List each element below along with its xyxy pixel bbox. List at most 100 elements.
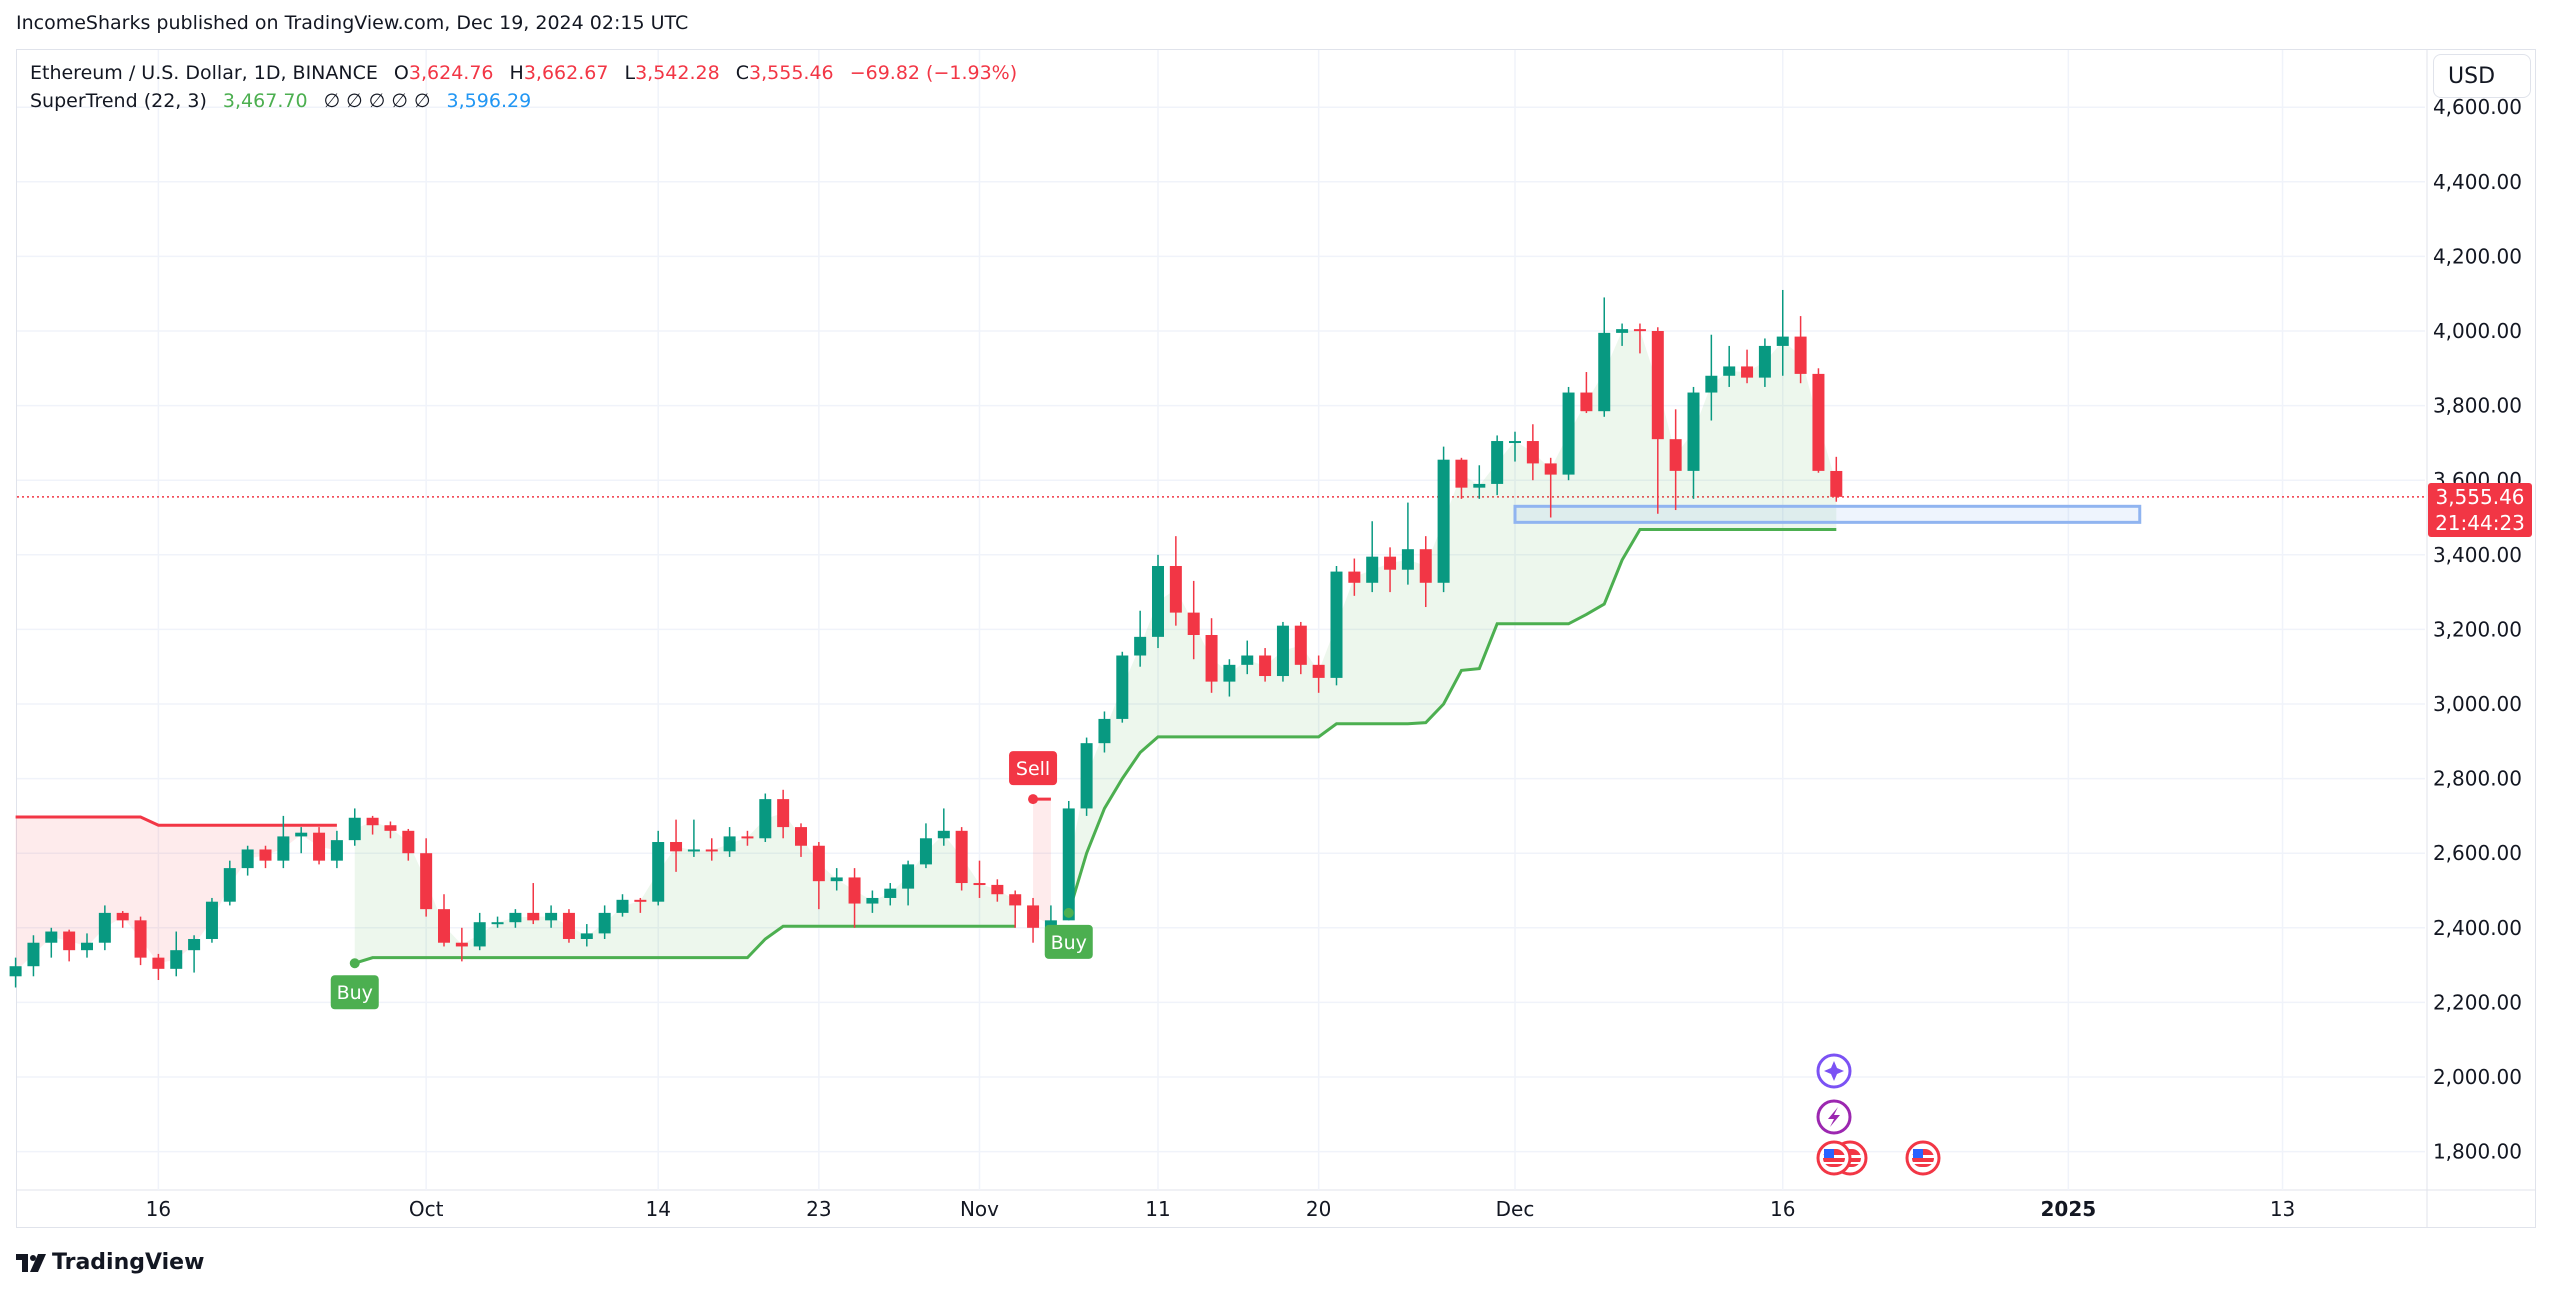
candle-body bbox=[1669, 439, 1682, 471]
candle-body bbox=[63, 931, 76, 951]
candle-body bbox=[116, 912, 129, 921]
candle-body bbox=[1544, 463, 1557, 475]
candle-body bbox=[45, 931, 58, 943]
publish-info: IncomeSharks published on TradingView.co… bbox=[16, 12, 689, 34]
supertrend-fill-down bbox=[1033, 799, 1051, 925]
indicator-legend: SuperTrend (22, 3) 3,467.70 ∅ ∅ ∅ ∅ ∅ 3,… bbox=[30, 90, 531, 112]
time-tick-label: Oct bbox=[409, 1197, 444, 1221]
candle-body bbox=[1437, 459, 1450, 583]
time-tick-label: 14 bbox=[645, 1197, 670, 1221]
indicator-empty-values: ∅ ∅ ∅ ∅ ∅ bbox=[323, 90, 431, 112]
currency-button[interactable]: USD bbox=[2433, 54, 2531, 98]
grid bbox=[17, 50, 2536, 1228]
candle-body bbox=[134, 920, 147, 958]
supertrend-fill-up bbox=[1068, 330, 1837, 913]
event-crypto-icon[interactable] bbox=[1816, 1053, 1852, 1089]
candle-body bbox=[1758, 345, 1771, 378]
candle-body bbox=[1294, 625, 1307, 665]
candle-body bbox=[1259, 655, 1272, 677]
signal-label-sell bbox=[1009, 751, 1058, 786]
symbol-title[interactable]: Ethereum / U.S. Dollar, 1D, BINANCE bbox=[30, 62, 378, 84]
candle-body bbox=[1205, 634, 1218, 682]
candle-body bbox=[598, 912, 611, 934]
price-tick-label: 3,200.00 bbox=[2433, 617, 2522, 641]
candle-body bbox=[1633, 329, 1646, 332]
candle-body bbox=[955, 830, 968, 884]
candle-body bbox=[1473, 483, 1486, 488]
signal-text: Buy bbox=[1051, 932, 1087, 954]
candle-body bbox=[830, 877, 843, 882]
candle-body bbox=[473, 922, 486, 947]
candle-body bbox=[1241, 655, 1254, 665]
event-us-economic-icon[interactable] bbox=[1905, 1140, 1941, 1176]
candle-body bbox=[652, 842, 665, 902]
candle-body bbox=[973, 883, 986, 886]
candle-body bbox=[259, 849, 272, 861]
events bbox=[1816, 1053, 1941, 1176]
candle-body bbox=[1152, 565, 1164, 637]
candle-body bbox=[848, 877, 861, 904]
candle-body bbox=[27, 942, 40, 967]
candle-body bbox=[188, 938, 201, 951]
candle-body bbox=[366, 817, 379, 826]
supertrend-line-up bbox=[1067, 528, 1837, 914]
candle-body bbox=[670, 842, 683, 852]
price-tick-label: 2,400.00 bbox=[2433, 916, 2522, 940]
candle-body bbox=[1687, 392, 1700, 471]
candle-body bbox=[562, 912, 575, 939]
candle-body bbox=[1169, 565, 1182, 613]
price-tick-label: 2,200.00 bbox=[2433, 990, 2522, 1014]
price-tick-label: 4,200.00 bbox=[2433, 244, 2522, 268]
price-tick-label: 3,400.00 bbox=[2433, 543, 2522, 567]
tradingview-logo[interactable]: TradingView bbox=[16, 1250, 204, 1275]
open-value: 3,624.76 bbox=[408, 62, 494, 84]
candle-body bbox=[1366, 556, 1379, 583]
candle-body bbox=[937, 830, 950, 839]
candle-body bbox=[1526, 441, 1539, 464]
supertrend-fill-down bbox=[15, 817, 337, 972]
candle-body bbox=[1419, 549, 1432, 583]
candle-body bbox=[759, 799, 772, 839]
candle-body bbox=[1580, 392, 1593, 412]
candle-body bbox=[1080, 743, 1093, 809]
time-tick-label: 20 bbox=[1306, 1197, 1331, 1221]
indicator-title[interactable]: SuperTrend (22, 3) bbox=[30, 90, 207, 112]
last-price: 3,555.46 bbox=[2435, 485, 2525, 509]
candle-body bbox=[1223, 664, 1236, 682]
candle-body bbox=[634, 899, 647, 902]
event-flash-icon[interactable] bbox=[1816, 1099, 1852, 1135]
candle-body bbox=[866, 897, 879, 904]
support-zone-box bbox=[1513, 504, 2142, 524]
time-tick-label: 16 bbox=[146, 1197, 171, 1221]
candle-body bbox=[616, 899, 629, 913]
time-tick-label: 11 bbox=[1145, 1197, 1170, 1221]
candle-body bbox=[1312, 664, 1325, 678]
candle-body bbox=[580, 933, 593, 939]
tradingview-logo-icon bbox=[16, 1253, 46, 1272]
candle-body bbox=[777, 799, 790, 828]
candle-body bbox=[545, 912, 558, 921]
supertrend-line-up bbox=[354, 924, 1016, 965]
signal-label-buy bbox=[1044, 924, 1093, 959]
candle-body bbox=[741, 836, 754, 839]
candle-body bbox=[795, 827, 807, 846]
candle-body bbox=[223, 868, 236, 902]
bar-countdown: 21:44:23 bbox=[2435, 511, 2525, 535]
time-axis: 16 Oct 14 23 Nov 11 20 Dec 16 2025 13 bbox=[146, 1197, 2296, 1221]
time-tick-label: 16 bbox=[1770, 1197, 1795, 1221]
symbol-legend: Ethereum / U.S. Dollar, 1D, BINANCE O3,6… bbox=[30, 62, 1018, 84]
candle-body bbox=[9, 966, 22, 977]
candle-body bbox=[1009, 894, 1022, 906]
candle-body bbox=[1812, 373, 1825, 471]
candle-body bbox=[1062, 808, 1075, 921]
candle-body bbox=[98, 912, 111, 943]
candle-body bbox=[1384, 556, 1397, 570]
last-price-tag: 3,555.46 21:44:23 bbox=[2428, 483, 2532, 537]
candle-body bbox=[152, 957, 165, 969]
candle-body bbox=[295, 832, 308, 837]
event-us-economic-icon[interactable] bbox=[1816, 1140, 1852, 1176]
candle-body bbox=[1705, 375, 1718, 393]
support-zone bbox=[1513, 504, 2142, 524]
time-tick-label: 13 bbox=[2270, 1197, 2295, 1221]
